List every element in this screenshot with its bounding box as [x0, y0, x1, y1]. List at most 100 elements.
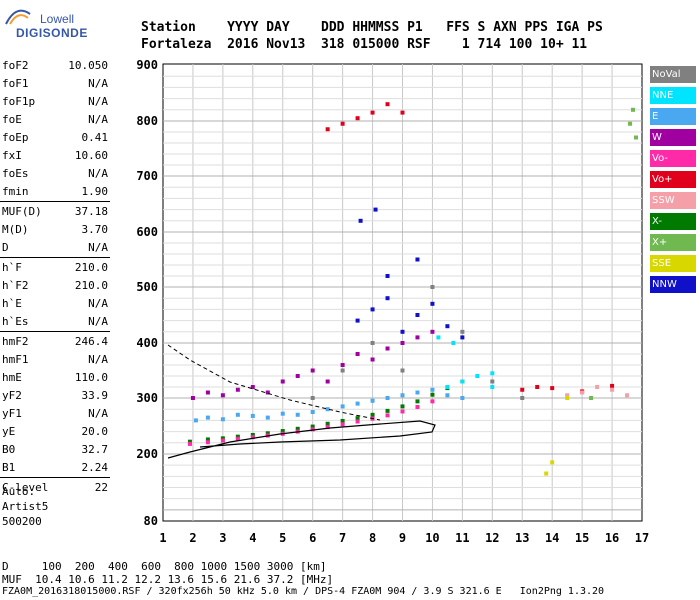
legend-item: SSW	[650, 192, 696, 209]
param-name: hmE	[2, 371, 22, 384]
data-point	[460, 329, 465, 334]
param-row: D N/A	[2, 240, 108, 256]
data-point	[490, 379, 495, 384]
param-row: hmE 110.0	[2, 370, 108, 386]
data-point	[580, 390, 585, 395]
param-name: h`F2	[2, 279, 29, 292]
data-point	[415, 390, 420, 395]
y-tick-label: 600	[136, 225, 158, 239]
data-point	[295, 374, 300, 378]
data-point	[340, 422, 345, 427]
data-point	[190, 396, 195, 400]
data-point	[280, 429, 285, 434]
legend-item: Vo+	[650, 171, 696, 188]
data-point	[475, 374, 480, 378]
data-point	[415, 399, 420, 404]
data-point	[205, 390, 210, 395]
param-value: 1.90	[81, 185, 109, 198]
data-point	[625, 393, 630, 398]
y-tick-label: 700	[136, 169, 158, 183]
x-tick-label: 3	[219, 531, 226, 545]
logo-digisonde-text: DIGISONDE	[16, 26, 88, 40]
data-point	[451, 341, 456, 345]
data-point	[340, 418, 345, 423]
data-point	[385, 296, 390, 301]
data-point	[265, 415, 270, 420]
x-tick-label: 5	[279, 531, 286, 545]
data-point	[490, 385, 495, 389]
data-point	[205, 437, 210, 442]
footer-muf: MUF 10.4 10.6 11.2 12.2 13.6 15.6 21.6 3…	[2, 573, 334, 586]
data-point	[385, 102, 390, 107]
data-point	[310, 427, 315, 432]
data-point	[400, 409, 405, 414]
param-name: fmin	[2, 185, 29, 198]
data-point	[187, 441, 192, 446]
data-point	[358, 218, 363, 223]
legend-item: X-	[650, 213, 696, 230]
data-point	[436, 335, 441, 340]
param-value: 20.0	[81, 425, 109, 438]
data-point	[370, 398, 375, 403]
param-row: h`F2 210.0	[2, 278, 108, 294]
param-value: 37.18	[74, 205, 108, 218]
param-row: MUF(D) 37.18	[2, 204, 108, 220]
data-point	[370, 110, 375, 115]
param-name: h`Es	[2, 315, 29, 328]
legend-item: NoVal	[650, 66, 696, 83]
param-name: foF1p	[2, 95, 36, 108]
data-point	[265, 390, 270, 395]
digisonde-logo: Lowell DIGISONDE	[4, 2, 94, 42]
dashed-curve	[167, 344, 381, 421]
data-point	[325, 127, 330, 132]
legend-item: Vo-	[650, 150, 696, 167]
logo-waves-icon	[5, 9, 31, 25]
x-tick-label: 14	[545, 531, 559, 545]
data-point	[235, 412, 240, 417]
param-row: foF1 N/A	[2, 76, 108, 92]
data-point	[355, 352, 360, 356]
param-value: 210.0	[74, 279, 108, 292]
legend-item: SSE	[650, 255, 696, 272]
data-point	[310, 396, 315, 400]
data-point	[250, 385, 255, 389]
data-point	[250, 413, 255, 418]
param-name: yF2	[2, 389, 22, 402]
data-point	[187, 439, 192, 444]
param-separator	[0, 201, 110, 202]
x-tick-label: 15	[575, 531, 589, 545]
data-point	[460, 396, 465, 400]
data-point	[235, 436, 240, 441]
param-name: foEs	[2, 167, 29, 180]
param-name: fxI	[2, 149, 22, 162]
data-point	[193, 418, 198, 423]
param-value: 10.050	[68, 59, 108, 72]
param-row: yE 20.0	[2, 424, 108, 440]
x-tick-label: 2	[189, 531, 196, 545]
data-point	[385, 274, 390, 278]
param-value: N/A	[88, 407, 108, 420]
data-point	[235, 434, 240, 439]
param-value: 0.41	[81, 131, 109, 144]
data-point	[295, 426, 300, 431]
data-point	[220, 436, 225, 441]
param-row: fxI 10.60	[2, 148, 108, 164]
data-point	[220, 438, 225, 443]
param-value: 110.0	[74, 371, 108, 384]
data-point	[220, 417, 225, 422]
param-name: h`F	[2, 261, 22, 274]
data-point	[385, 346, 390, 351]
data-point	[520, 396, 525, 400]
param-value: N/A	[88, 315, 108, 328]
data-point	[490, 371, 495, 376]
param-value: N/A	[88, 113, 108, 126]
legend-item: NNE	[650, 87, 696, 104]
data-point	[340, 368, 345, 373]
data-point	[325, 379, 330, 384]
data-point	[400, 110, 405, 115]
data-point	[265, 431, 270, 436]
x-tick-label: 11	[455, 531, 469, 545]
data-point	[310, 424, 315, 429]
data-point	[400, 329, 405, 334]
